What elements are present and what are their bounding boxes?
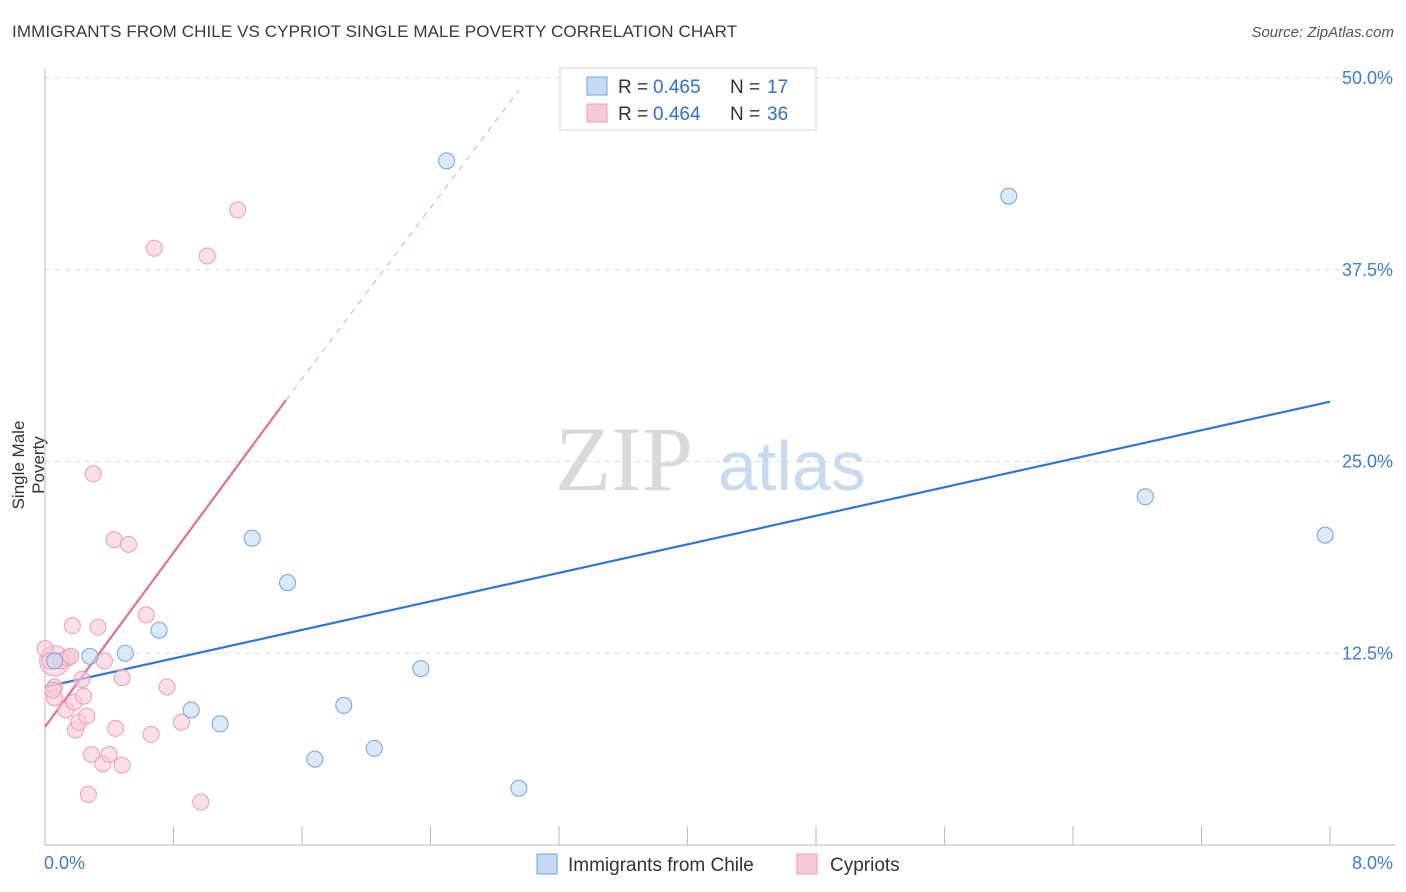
- data-point-chile: [335, 696, 353, 714]
- data-point-chile: [150, 621, 168, 639]
- data-point-chile: [1316, 526, 1334, 544]
- y-tick-label: 50.0%: [1342, 68, 1393, 88]
- axes: [44, 68, 1395, 846]
- legend-r-label: R =: [618, 104, 648, 125]
- data-point-cypriots: [62, 647, 80, 665]
- legend-swatch: [586, 103, 608, 123]
- data-point-chile: [243, 529, 261, 547]
- data-point-cypriots: [113, 756, 131, 774]
- x-tick-label: 8.0%: [1352, 853, 1393, 873]
- data-point-cypriots: [75, 687, 93, 705]
- y-tick-labels: 12.5% 25.0% 37.5% 50.0%: [1342, 68, 1393, 663]
- data-point-chile: [1136, 488, 1154, 506]
- data-point-cypriots: [105, 531, 123, 549]
- data-point-chile: [1000, 187, 1018, 205]
- stats-legend: R = 0.465 N = 17 R = 0.464 N = 36: [559, 67, 817, 131]
- watermark-zip: ZIP: [555, 408, 693, 510]
- series-legend-swatch: [796, 853, 818, 875]
- data-point-cypriots: [107, 719, 125, 737]
- legend-n-value: 36: [767, 104, 788, 125]
- data-point-cypriots: [89, 618, 107, 636]
- series-legend-label: Immigrants from Chile: [568, 855, 754, 876]
- watermark: ZIP atlas: [555, 408, 866, 510]
- data-point-cypriots: [120, 535, 138, 553]
- chart-title: IMMIGRANTS FROM CHILE VS CYPRIOT SINGLE …: [12, 22, 738, 41]
- legend-r-value: 0.464: [653, 104, 701, 125]
- data-point-chile: [46, 652, 64, 670]
- data-point-chile: [116, 644, 134, 662]
- legend-n-value: 17: [767, 77, 788, 98]
- x-tick-label: 0.0%: [44, 853, 85, 873]
- y-tick-label: 12.5%: [1342, 643, 1393, 663]
- legend-swatch: [586, 76, 608, 96]
- data-point-cypriots: [44, 681, 62, 699]
- data-point-cypriots: [142, 726, 160, 744]
- series-legend-label: Cypriots: [830, 855, 900, 876]
- data-point-cypriots: [145, 239, 163, 257]
- x-tick-labels: 0.0% 8.0%: [44, 853, 1393, 873]
- legend-r-value: 0.465: [653, 77, 701, 98]
- watermark-atlas: atlas: [718, 427, 866, 505]
- data-point-chile: [306, 750, 324, 768]
- data-point-chile: [182, 701, 200, 719]
- gridlines: [45, 77, 1395, 654]
- series-legend-swatch: [536, 853, 558, 875]
- legend-n-label: N =: [730, 77, 760, 98]
- data-point-cypriots: [158, 678, 176, 696]
- data-point-cypriots: [95, 652, 113, 670]
- data-point-cypriots: [173, 713, 191, 731]
- y-tick-label: 25.0%: [1342, 452, 1393, 472]
- data-point-chile: [510, 779, 528, 797]
- data-point-cypriots: [192, 793, 210, 811]
- data-point-chile: [412, 660, 430, 678]
- y-tick-label: 37.5%: [1342, 260, 1393, 280]
- data-point-cypriots: [198, 247, 216, 265]
- data-point-chile: [279, 574, 297, 592]
- data-point-cypriots: [137, 606, 155, 624]
- data-point-chile: [438, 152, 456, 170]
- data-point-cypriots: [113, 669, 131, 687]
- legend-n-label: N =: [730, 104, 760, 125]
- data-point-cypriots: [84, 465, 102, 483]
- trend-line-cypriots-extension: [285, 89, 520, 401]
- data-point-chile: [81, 647, 99, 665]
- data-point-chile: [365, 739, 383, 757]
- data-point-cypriots: [79, 785, 97, 803]
- data-points: [36, 152, 1334, 811]
- data-point-cypriots: [63, 617, 81, 635]
- data-point-chile: [211, 715, 229, 733]
- data-point-cypriots: [83, 745, 101, 763]
- trend-line-chile: [44, 400, 1331, 689]
- data-point-cypriots: [78, 707, 96, 725]
- legend-r-label: R =: [618, 77, 648, 98]
- data-point-cypriots: [229, 201, 247, 219]
- data-point-cypriots: [100, 745, 118, 763]
- chart-source: Source: ZipAtlas.com: [1251, 24, 1394, 41]
- series-legend: Immigrants from Chile Cypriots: [536, 853, 900, 876]
- data-point-cypriots: [73, 670, 91, 688]
